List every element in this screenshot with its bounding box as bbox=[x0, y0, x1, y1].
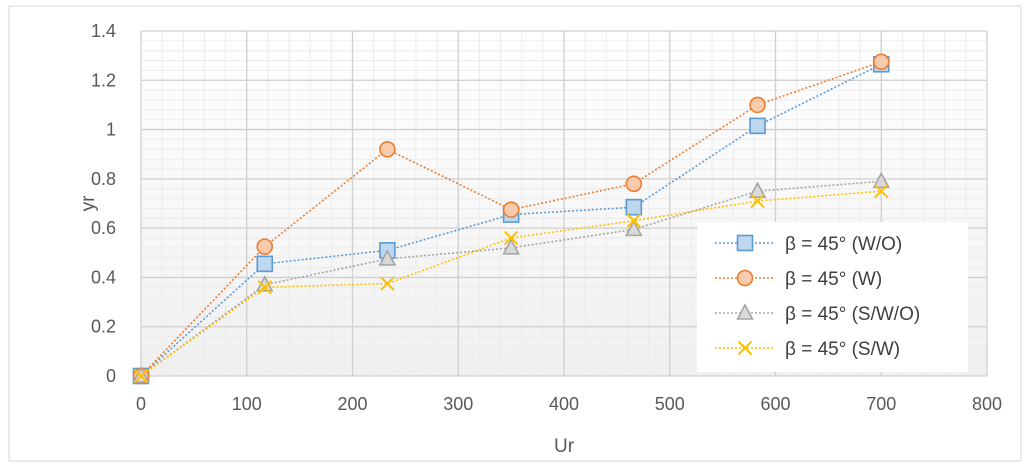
data-point bbox=[749, 96, 766, 114]
data-point bbox=[625, 198, 643, 216]
legend-marker bbox=[737, 340, 753, 356]
y-tick-label: 0.2 bbox=[91, 317, 116, 337]
y-axis-title: yr bbox=[78, 195, 99, 212]
legend-marker bbox=[736, 234, 754, 252]
data-point bbox=[378, 249, 397, 266]
y-axis-tick-labels: 0 0.2 0.4 0.6 0.8 1 1.2 1.4 bbox=[91, 21, 116, 386]
legend-label: β = 45° (S/W) bbox=[785, 339, 900, 360]
data-point bbox=[502, 238, 520, 255]
series-4 bbox=[133, 183, 889, 384]
legend-marker bbox=[736, 303, 754, 320]
y-tick-label: 0.4 bbox=[91, 267, 116, 287]
data-point bbox=[502, 201, 520, 218]
x-tick-label: 100 bbox=[232, 394, 262, 414]
y-tick-label: 1.4 bbox=[91, 21, 116, 41]
legend-item: β = 45° (W) bbox=[715, 269, 882, 290]
x-axis-title: Ur bbox=[554, 436, 575, 457]
x-tick-label: 200 bbox=[337, 394, 367, 414]
legend-label: β = 45° (W/O) bbox=[785, 234, 902, 255]
data-point bbox=[256, 255, 274, 273]
y-tick-label: 1 bbox=[106, 120, 116, 140]
legend-marker bbox=[736, 269, 754, 287]
legend-label: β = 45° (S/W/O) bbox=[785, 304, 920, 325]
y-tick-label: 0 bbox=[106, 366, 116, 386]
data-point bbox=[750, 193, 765, 209]
legend-label: β = 45° (W) bbox=[785, 269, 882, 290]
data-point bbox=[379, 140, 396, 158]
data-point bbox=[133, 368, 149, 384]
x-tick-label: 500 bbox=[655, 394, 685, 414]
data-point bbox=[626, 213, 642, 228]
y-tick-label: 0.8 bbox=[91, 169, 116, 189]
series-layer bbox=[132, 53, 891, 385]
x-tick-label: 400 bbox=[549, 394, 579, 414]
data-point bbox=[256, 238, 274, 255]
data-point bbox=[749, 117, 766, 135]
y-tick-label: 1.2 bbox=[91, 70, 116, 90]
data-point bbox=[503, 230, 519, 246]
data-point bbox=[625, 175, 643, 193]
data-point bbox=[380, 276, 395, 291]
series-1 bbox=[132, 55, 890, 385]
x-tick-label: 0 bbox=[136, 394, 146, 414]
y-tick-label: 0.6 bbox=[91, 218, 116, 238]
data-point bbox=[624, 219, 643, 237]
data-point bbox=[257, 280, 272, 295]
data-point bbox=[872, 53, 890, 71]
legend-item: β = 45° (S/W) bbox=[715, 339, 900, 360]
legend: β = 45° (W/O) β = 45° (W) β = 45° (S/W/O) β… bbox=[697, 222, 968, 372]
data-point bbox=[872, 171, 891, 189]
x-tick-label: 300 bbox=[443, 394, 473, 414]
x-tick-label: 600 bbox=[760, 394, 790, 414]
data-point bbox=[874, 183, 889, 199]
x-tick-label: 800 bbox=[972, 394, 1002, 414]
x-tick-label: 700 bbox=[866, 394, 896, 414]
legend-item: β = 45° (W/O) bbox=[715, 234, 902, 255]
legend-item: β = 45° (S/W/O) bbox=[715, 303, 920, 325]
x-axis-tick-labels: 0 100 200 300 400 500 600 700 800 bbox=[136, 394, 1002, 414]
data-point bbox=[748, 181, 767, 198]
